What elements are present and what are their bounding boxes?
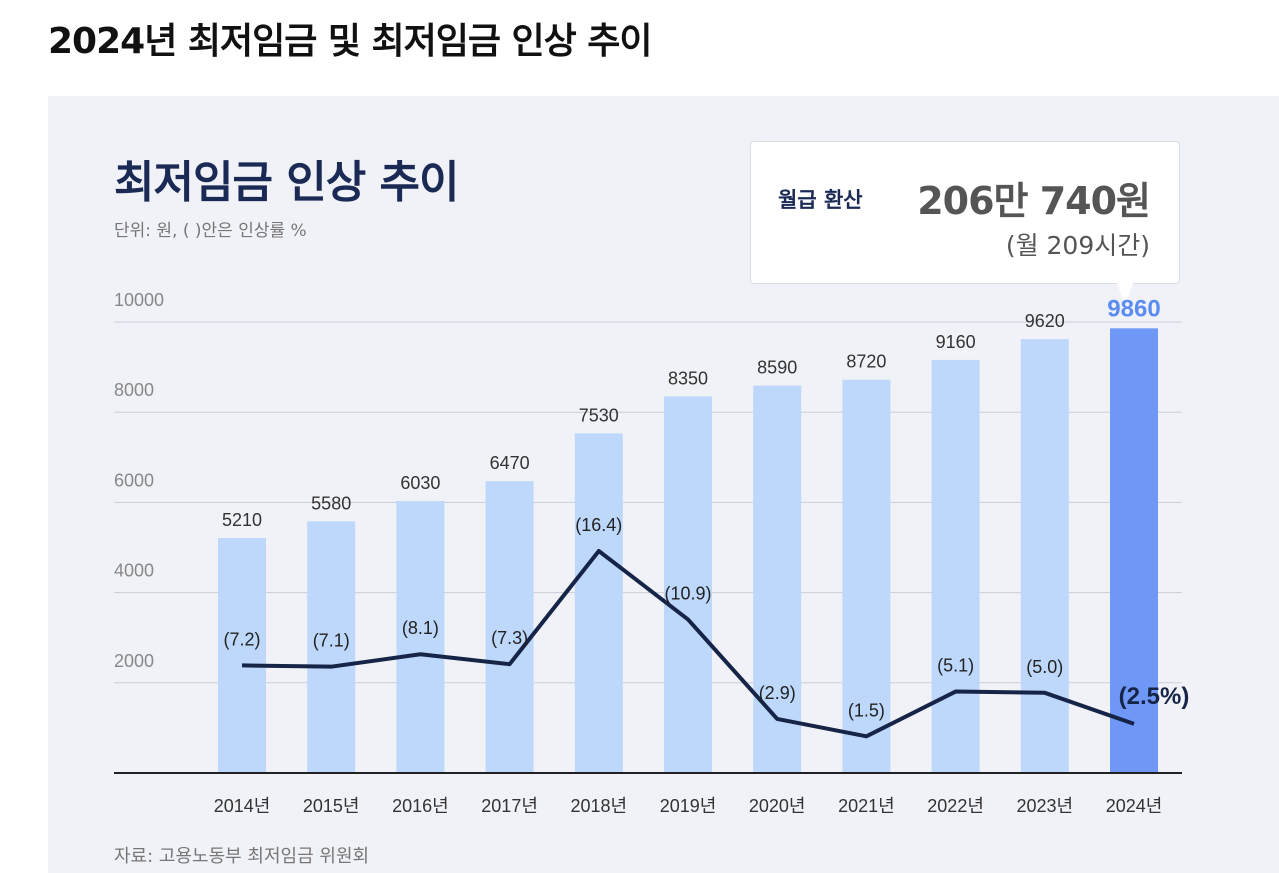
bar-value-label: 9860 <box>1107 295 1160 322</box>
chart-title: 최저임금 인상 추이 <box>114 157 459 208</box>
x-tick-label: 2021년 <box>838 796 895 816</box>
x-tick-label: 2017년 <box>481 796 538 816</box>
x-tick-label: 2019년 <box>660 796 717 816</box>
y-tick-label: 2000 <box>114 651 154 671</box>
x-tick-label: 2022년 <box>927 796 984 816</box>
bar-value-label: 9620 <box>1025 311 1065 331</box>
bar-value-label: 5210 <box>222 510 262 530</box>
y-tick-label: 10000 <box>114 290 164 310</box>
rate-label: (7.3) <box>491 628 528 648</box>
rate-label: (5.1) <box>937 656 974 676</box>
bar-value-label: 6470 <box>490 453 530 473</box>
bar <box>1110 328 1158 773</box>
rate-label: (2.9) <box>759 683 796 703</box>
bar <box>842 379 891 773</box>
bar-value-label: 6030 <box>400 473 440 493</box>
x-tick-label: 2014년 <box>214 796 271 816</box>
x-tick-label: 2015년 <box>303 796 360 816</box>
bar <box>485 481 534 773</box>
chart-subtitle: 단위: 원, ( )안은 인상률 % <box>114 221 307 241</box>
rate-label: (7.1) <box>313 631 350 651</box>
bar-value-label: 8590 <box>757 358 797 378</box>
y-tick-label: 6000 <box>114 470 154 490</box>
bar-value-label: 9160 <box>936 332 976 352</box>
callout-note: (월 209시간) <box>1005 231 1150 260</box>
bar <box>218 538 266 773</box>
rate-label: (1.5) <box>848 700 885 720</box>
callout-pointer <box>1117 283 1133 305</box>
callout-label: 월급 환산 <box>778 188 863 212</box>
bar-value-label: 7530 <box>579 405 619 425</box>
bar <box>1020 339 1069 773</box>
bar <box>664 396 712 773</box>
rate-line <box>241 548 1135 739</box>
bar-value-label: 8720 <box>846 352 886 372</box>
x-tick-label: 2024년 <box>1106 796 1163 816</box>
bar <box>753 385 802 773</box>
x-tick-label: 2016년 <box>392 796 449 816</box>
rate-label: (5.0) <box>1026 657 1063 677</box>
rate-label: (10.9) <box>664 583 711 603</box>
monthly-wage-callout <box>750 141 1180 284</box>
source-note: 자료: 고용노동부 최저임금 위원회 <box>114 846 370 867</box>
x-tick-label: 2023년 <box>1016 796 1073 816</box>
rate-label: (7.2) <box>223 629 260 649</box>
rate-label: (8.1) <box>402 618 439 638</box>
x-tick-label: 2020년 <box>749 796 806 816</box>
bar <box>931 359 980 773</box>
bar <box>307 521 356 773</box>
bar-value-label: 5580 <box>311 493 351 513</box>
bar <box>396 501 445 773</box>
rate-label: (16.4) <box>575 515 622 535</box>
y-tick-label: 8000 <box>114 380 154 400</box>
rate-label: (2.5%) <box>1119 683 1190 710</box>
x-tick-label: 2018년 <box>570 796 627 816</box>
y-tick-label: 4000 <box>114 561 154 581</box>
callout-value: 206만 740원 <box>917 179 1151 223</box>
bar <box>574 433 623 773</box>
page-title: 2024년 최저임금 및 최저임금 인상 추이 <box>48 21 653 62</box>
bar-value-label: 8350 <box>668 368 708 388</box>
